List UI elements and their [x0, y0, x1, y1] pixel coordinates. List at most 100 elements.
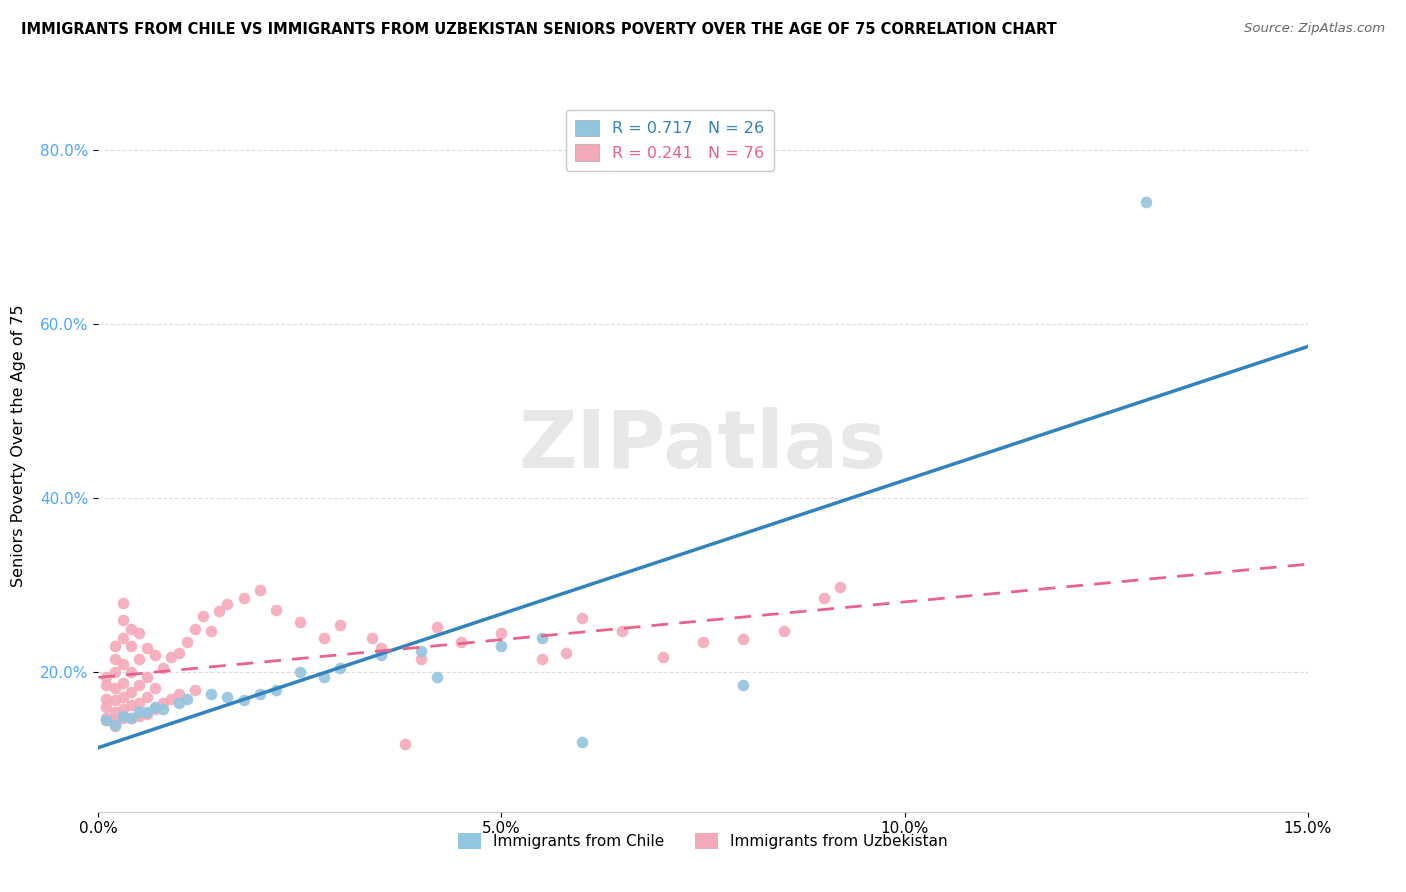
- Point: [160, 691, 183, 706]
- Point: [217, 690, 239, 704]
- Point: [200, 687, 222, 701]
- Point: [491, 626, 513, 640]
- Point: [111, 702, 134, 716]
- Point: [135, 640, 157, 655]
- Point: [772, 624, 794, 638]
- Point: [111, 676, 134, 690]
- Point: [135, 705, 157, 719]
- Point: [232, 693, 254, 707]
- Point: [128, 626, 150, 640]
- Point: [143, 648, 166, 662]
- Point: [167, 696, 190, 710]
- Text: Source: ZipAtlas.com: Source: ZipAtlas.com: [1244, 22, 1385, 36]
- Point: [120, 698, 142, 713]
- Point: [264, 682, 287, 697]
- Text: ZIPatlas: ZIPatlas: [519, 407, 887, 485]
- Point: [370, 648, 392, 662]
- Point: [96, 700, 118, 714]
- Point: [692, 635, 714, 649]
- Point: [120, 711, 142, 725]
- Point: [96, 714, 118, 728]
- Point: [143, 681, 166, 695]
- Y-axis label: Seniors Poverty Over the Age of 75: Seniors Poverty Over the Age of 75: [11, 305, 27, 587]
- Point: [160, 649, 183, 664]
- Point: [111, 711, 134, 725]
- Point: [217, 598, 239, 612]
- Point: [208, 604, 231, 618]
- Point: [120, 684, 142, 698]
- Point: [361, 631, 384, 645]
- Point: [128, 709, 150, 723]
- Point: [103, 681, 125, 695]
- Point: [120, 622, 142, 636]
- Point: [329, 617, 352, 632]
- Point: [555, 646, 578, 660]
- Point: [733, 678, 755, 692]
- Point: [128, 652, 150, 666]
- Point: [103, 652, 125, 666]
- Point: [530, 652, 553, 666]
- Point: [135, 690, 157, 704]
- Point: [200, 624, 222, 638]
- Point: [111, 709, 134, 723]
- Point: [96, 711, 118, 725]
- Point: [288, 665, 311, 680]
- Point: [288, 615, 311, 629]
- Point: [128, 678, 150, 692]
- Point: [96, 691, 118, 706]
- Point: [96, 670, 118, 684]
- Point: [103, 719, 125, 733]
- Point: [152, 702, 174, 716]
- Point: [426, 670, 449, 684]
- Point: [103, 705, 125, 719]
- Point: [128, 705, 150, 719]
- Point: [314, 670, 336, 684]
- Point: [184, 622, 207, 636]
- Point: [111, 631, 134, 645]
- Point: [135, 670, 157, 684]
- Point: [232, 591, 254, 606]
- Point: [135, 707, 157, 722]
- Point: [103, 640, 125, 654]
- Point: [813, 591, 835, 606]
- Point: [409, 652, 432, 666]
- Point: [152, 661, 174, 675]
- Point: [167, 646, 190, 660]
- Point: [111, 690, 134, 704]
- Point: [249, 687, 271, 701]
- Point: [409, 643, 432, 657]
- Point: [96, 678, 118, 692]
- Point: [176, 691, 198, 706]
- Point: [370, 640, 392, 655]
- Point: [143, 700, 166, 714]
- Point: [120, 665, 142, 680]
- Text: IMMIGRANTS FROM CHILE VS IMMIGRANTS FROM UZBEKISTAN SENIORS POVERTY OVER THE AGE: IMMIGRANTS FROM CHILE VS IMMIGRANTS FROM…: [21, 22, 1057, 37]
- Point: [167, 687, 190, 701]
- Point: [314, 631, 336, 645]
- Point: [733, 632, 755, 647]
- Point: [120, 640, 142, 654]
- Point: [264, 603, 287, 617]
- Point: [103, 714, 125, 728]
- Point: [530, 631, 553, 645]
- Point: [1135, 195, 1157, 210]
- Point: [111, 596, 134, 610]
- Point: [571, 735, 593, 749]
- Point: [571, 611, 593, 625]
- Point: [193, 608, 215, 623]
- Point: [103, 665, 125, 680]
- Point: [96, 714, 118, 728]
- Point: [184, 682, 207, 697]
- Point: [103, 693, 125, 707]
- Point: [828, 580, 851, 594]
- Point: [176, 635, 198, 649]
- Point: [152, 696, 174, 710]
- Point: [103, 717, 125, 731]
- Point: [426, 620, 449, 634]
- Point: [111, 657, 134, 671]
- Point: [394, 737, 416, 751]
- Point: [249, 582, 271, 597]
- Point: [491, 640, 513, 654]
- Point: [450, 635, 472, 649]
- Point: [128, 696, 150, 710]
